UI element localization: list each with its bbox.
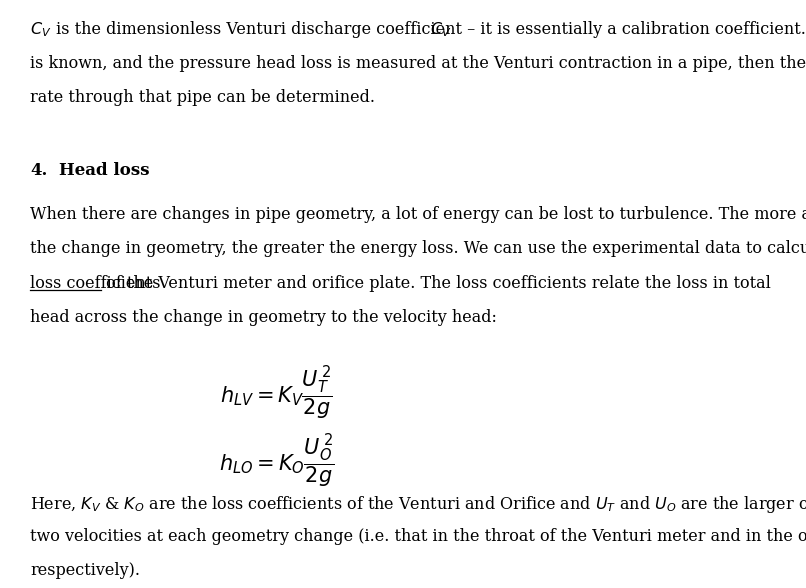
Text: of the Venturi meter and orifice plate. The loss coefficients relate the loss in: of the Venturi meter and orifice plate. … (101, 275, 771, 292)
Text: $C_V$: $C_V$ (430, 21, 451, 39)
Text: loss coefficients: loss coefficients (31, 275, 161, 292)
Text: When there are changes in pipe geometry, a lot of energy can be lost to turbulen: When there are changes in pipe geometry,… (31, 206, 806, 223)
Text: $C_V$: $C_V$ (31, 21, 52, 39)
Text: $h_{LO} = K_O \dfrac{U_O^{\,2}}{2g}$: $h_{LO} = K_O \dfrac{U_O^{\,2}}{2g}$ (219, 432, 334, 490)
Text: Here, $K_V$ & $K_O$ are the loss coefficients of the Venturi and Orifice and $U_: Here, $K_V$ & $K_O$ are the loss coeffic… (31, 494, 806, 515)
Text: head across the change in geometry to the velocity head:: head across the change in geometry to th… (31, 309, 497, 326)
Text: is known, and the pressure head loss is measured at the Venturi contraction in a: is known, and the pressure head loss is … (31, 55, 806, 72)
Text: $h_{LV} = K_V \dfrac{U_T^{\,2}}{2g}$: $h_{LV} = K_V \dfrac{U_T^{\,2}}{2g}$ (220, 365, 334, 422)
Text: two velocities at each geometry change (i.e. that in the throat of the Venturi m: two velocities at each geometry change (… (31, 528, 806, 545)
Text: 4.: 4. (31, 162, 48, 179)
Text: rate through that pipe can be determined.: rate through that pipe can be determined… (31, 89, 376, 106)
Text: Head loss: Head loss (60, 162, 150, 179)
Text: respectively).: respectively). (31, 562, 140, 579)
Text: the change in geometry, the greater the energy loss. We can use the experimental: the change in geometry, the greater the … (31, 240, 806, 258)
Text: is the dimensionless Venturi discharge coefficient – it is essentially a calibra: is the dimensionless Venturi discharge c… (51, 21, 806, 38)
